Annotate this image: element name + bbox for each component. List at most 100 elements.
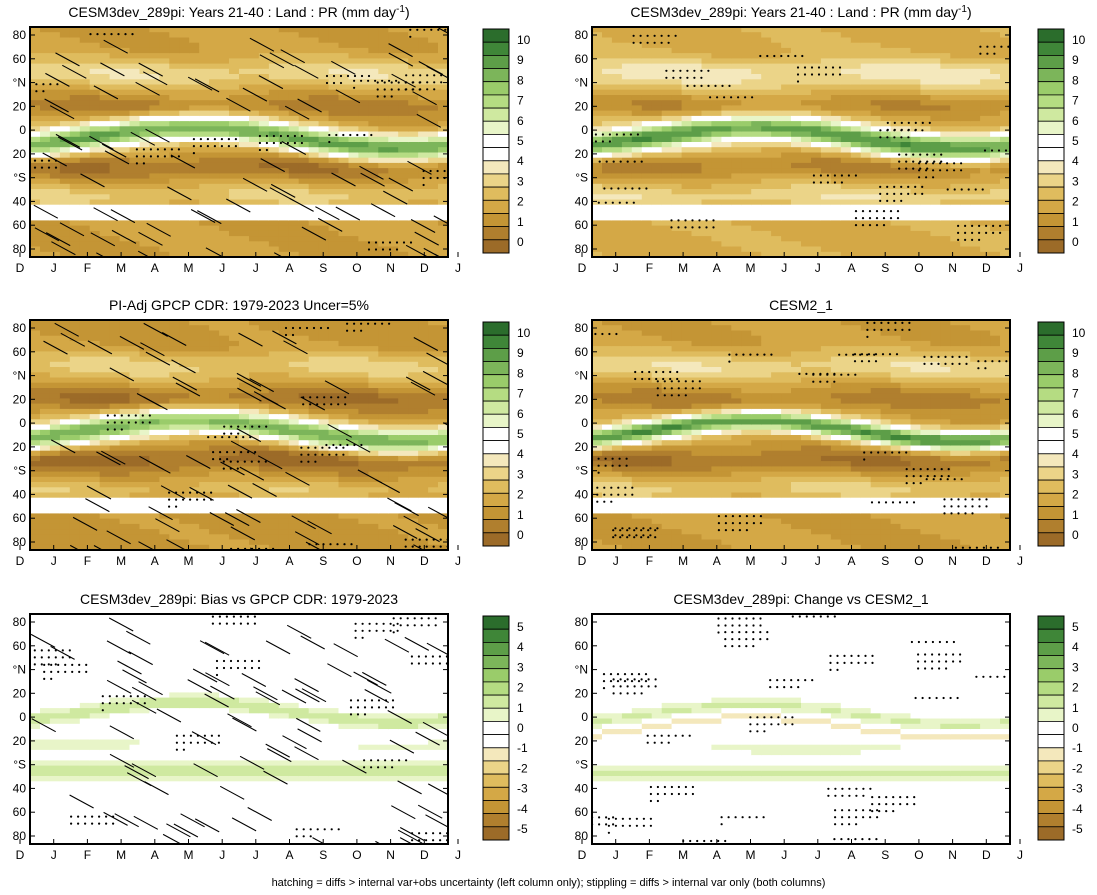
panel-title: CESM3dev_289pi: Bias vs GPCP CDR: 1979-2… (80, 591, 398, 607)
x-tick-label: O (914, 554, 923, 568)
colorbar-swatch (482, 668, 510, 683)
y-tick-label: 80 (575, 829, 589, 843)
colorbar-tick-label: 4 (1072, 447, 1079, 461)
colorbar-tick-label: 1 (517, 215, 524, 229)
x-tick-label: J (1017, 848, 1023, 862)
colorbar-tick-label: 1 (1072, 701, 1079, 715)
colorbar-swatch (482, 734, 510, 749)
colorbar-tick-label: 7 (517, 94, 524, 108)
colorbar-tick-label: 10 (517, 33, 531, 47)
colorbar-swatch (482, 361, 510, 376)
x-tick-label: A (285, 848, 293, 862)
x-tick-label: J (253, 848, 259, 862)
colorbar-tick-label: -5 (1072, 822, 1083, 836)
colorbar-tick-label: 1 (1072, 215, 1079, 229)
x-tick-label: D (982, 848, 991, 862)
y-tick-label: 20 (575, 440, 589, 454)
x-tick-label: S (319, 261, 327, 275)
y-tick-label: 80 (575, 321, 589, 335)
colorbar-tick-label: 10 (1072, 326, 1086, 340)
x-tick-label: O (352, 554, 361, 568)
y-tick-label: °N (13, 663, 26, 677)
panel-title: CESM3dev_289pi: Years 21-40 : Land : PR … (630, 4, 971, 20)
x-tick-label: J (253, 554, 259, 568)
colorbar-tick-label: 6 (517, 407, 524, 421)
y-tick-label: 40 (575, 487, 589, 501)
x-tick-label: F (84, 261, 91, 275)
y-tick-label: 0 (581, 416, 588, 430)
y-tick-label: 60 (13, 639, 27, 653)
x-tick-label: S (319, 848, 327, 862)
x-tick-label: D (16, 261, 25, 275)
colorbar-swatch (482, 760, 510, 775)
colorbar-swatch (1037, 374, 1065, 389)
x-tick-label: D (982, 554, 991, 568)
colorbar-frame (1037, 615, 1065, 841)
x-tick-label: D (420, 261, 429, 275)
y-tick-label: 80 (13, 242, 27, 256)
y-tick-label: 20 (575, 734, 589, 748)
colorbar-swatch (482, 773, 510, 788)
colorbar-tick-label: 7 (1072, 94, 1079, 108)
colorbar-tick-label: 0 (517, 721, 524, 735)
colorbar-swatch (482, 826, 510, 841)
colorbar-swatch (482, 786, 510, 801)
colorbar-swatch (1037, 615, 1065, 630)
x-tick-label: J (219, 554, 225, 568)
colorbar-swatch (482, 532, 510, 547)
colorbar-swatch (1037, 334, 1065, 349)
colorbar-swatch (482, 68, 510, 83)
x-tick-label: D (578, 848, 587, 862)
colorbar-swatch (1037, 506, 1065, 521)
x-tick-label: M (746, 554, 756, 568)
x-tick-label: A (151, 848, 159, 862)
plot-frame (29, 26, 449, 258)
colorbar-swatch (482, 55, 510, 70)
colorbar-swatch (1037, 668, 1065, 683)
y-tick-label: °N (13, 76, 26, 90)
colorbar-swatch (1037, 734, 1065, 749)
colorbar-swatch (1037, 55, 1065, 70)
x-tick-label: D (578, 261, 587, 275)
colorbar-tick-label: 2 (1072, 195, 1079, 209)
x-tick-label: M (678, 261, 688, 275)
colorbar-swatch (1037, 186, 1065, 201)
x-tick-label: D (420, 554, 429, 568)
panel-3: PI-Adj GPCP CDR: 1979-2023 Uncer=5%8060°… (13, 297, 531, 568)
stipple-dots (592, 321, 1008, 549)
colorbar-swatch (482, 133, 510, 148)
colorbar-swatch (1037, 400, 1065, 415)
y-tick-label: °N (575, 76, 588, 90)
colorbar-tick-label: 7 (1072, 387, 1079, 401)
y-tick-label: 60 (13, 218, 27, 232)
colorbar-swatch (1037, 347, 1065, 362)
x-tick-label: A (713, 261, 721, 275)
y-tick-label: 40 (575, 781, 589, 795)
colorbar-frame (1037, 28, 1065, 254)
colorbar-tick-label: 1 (517, 508, 524, 522)
y-tick-label: °N (13, 369, 26, 383)
colorbar-swatch (1037, 721, 1065, 736)
colorbar-tick-label: 4 (1072, 154, 1079, 168)
colorbar-swatch (482, 642, 510, 657)
x-tick-label: O (914, 261, 923, 275)
y-tick-label: 40 (13, 194, 27, 208)
x-tick-label: O (352, 261, 361, 275)
colorbar-tick-label: 10 (1072, 33, 1086, 47)
x-tick-label: J (815, 554, 821, 568)
colorbar-tick-label: 10 (517, 326, 531, 340)
x-tick-label: J (781, 848, 787, 862)
colorbar-tick-label: 3 (1072, 174, 1079, 188)
colorbar-tick-label: 3 (517, 660, 524, 674)
y-tick-label: °S (13, 464, 26, 478)
colorbar-tick-label: -1 (1072, 741, 1083, 755)
colorbar-tick-label: 8 (1072, 366, 1079, 380)
y-tick-label: 80 (575, 242, 589, 256)
x-tick-label: A (847, 848, 855, 862)
y-tick-label: 60 (575, 511, 589, 525)
x-tick-label: M (116, 554, 126, 568)
colorbar-swatch (1037, 628, 1065, 643)
colorbar-swatch (482, 107, 510, 122)
x-tick-label: J (455, 261, 461, 275)
